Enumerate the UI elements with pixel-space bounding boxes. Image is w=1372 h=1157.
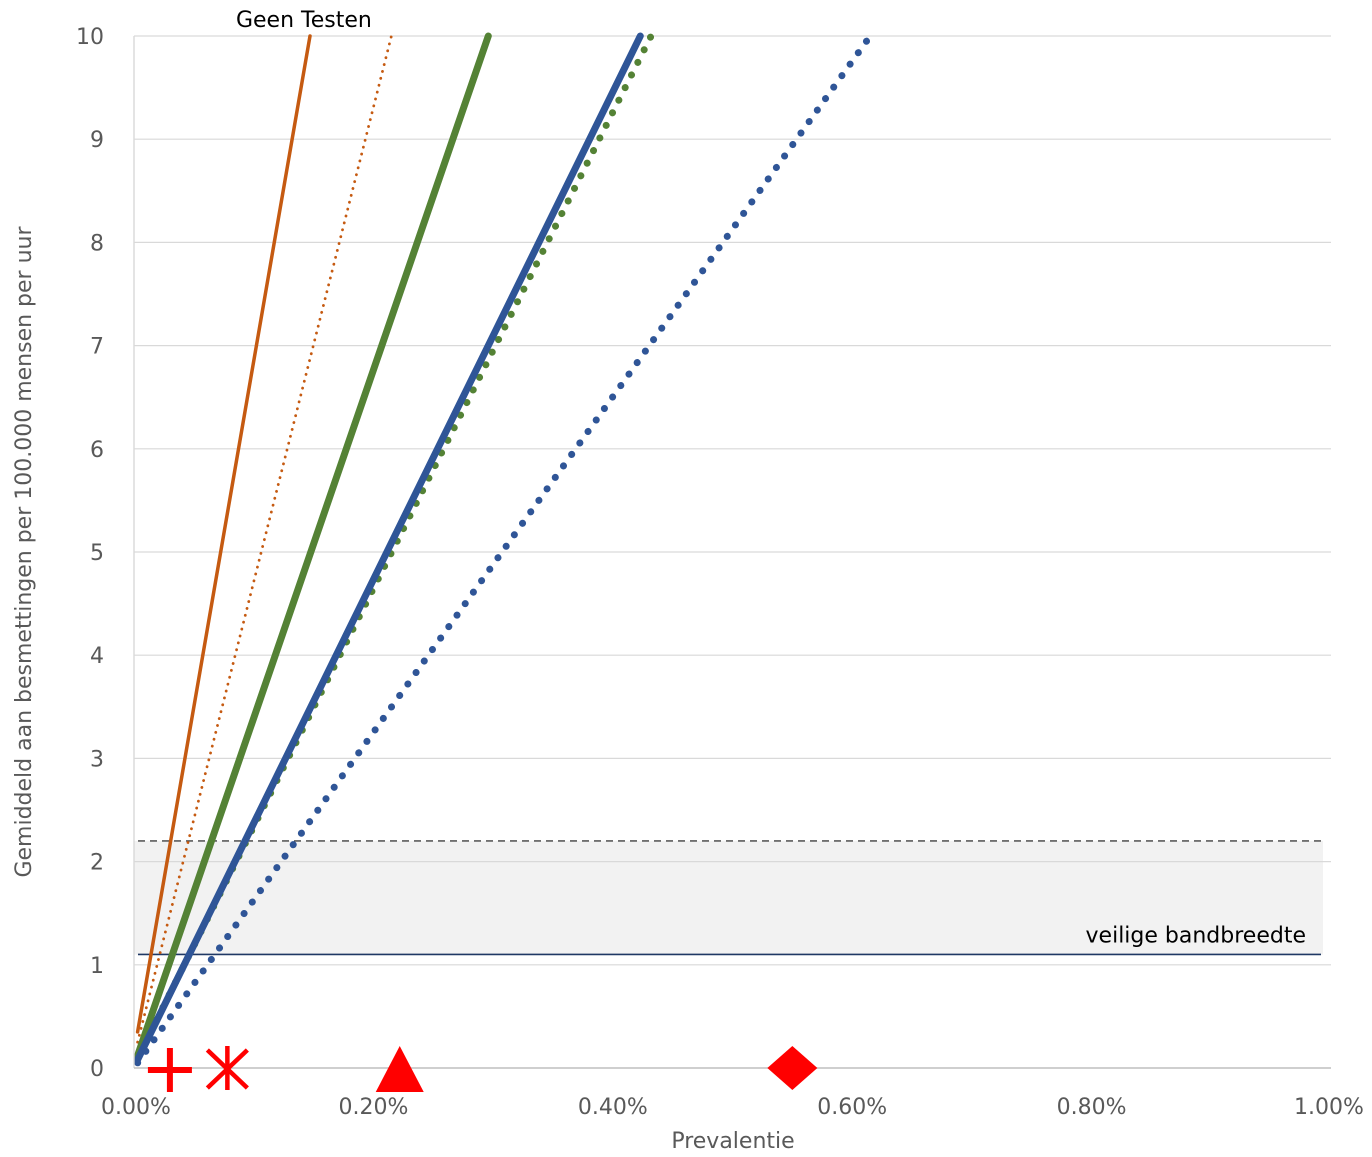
marker-asterisk bbox=[205, 1046, 249, 1090]
x-tick-label-2: 0.40% bbox=[578, 1095, 648, 1120]
y-tick-label-7: 7 bbox=[90, 335, 104, 360]
y-tick-label-6: 6 bbox=[90, 438, 104, 463]
y-tick-label-0: 0 bbox=[90, 1057, 104, 1082]
x-axis-title: Prevalentie bbox=[671, 1129, 794, 1152]
series-line-4 bbox=[134, 32, 644, 1064]
series-line-5 bbox=[134, 32, 874, 1067]
y-tick-label-5: 5 bbox=[90, 541, 104, 566]
x-tick-label-4: 0.80% bbox=[1057, 1095, 1127, 1120]
x-tick-label-1: 0.20% bbox=[338, 1095, 408, 1120]
tick-labels: 0 1 2 3 4 5 6 7 8 9 10 0.00% 0.20% 0.40% 0.60% 0.80% 1.0… bbox=[76, 25, 1364, 1120]
marker-diamond bbox=[767, 1046, 818, 1090]
annotation-geen-testen: Geen Testen bbox=[236, 8, 372, 33]
marker-plus bbox=[147, 1048, 192, 1092]
y-tick-label-4: 4 bbox=[90, 644, 104, 669]
y-axis-title: Gemiddeld aan besmettingen per 100.000 m… bbox=[12, 226, 37, 878]
series-line-0 bbox=[135, 34, 312, 1034]
marker-layer bbox=[147, 1046, 818, 1092]
y-tick-label-3: 3 bbox=[90, 747, 104, 772]
gridlines bbox=[134, 35, 1331, 966]
x-tick-label-0: 0.00% bbox=[101, 1095, 171, 1120]
y-tick-label-8: 8 bbox=[90, 231, 104, 256]
annotation-veilige-bandbreedte: veilige bandbreedte bbox=[1086, 923, 1306, 948]
band-layer bbox=[134, 840, 1323, 956]
y-tick-label-9: 9 bbox=[90, 128, 104, 153]
x-tick-label-5: 1.00% bbox=[1294, 1095, 1364, 1120]
annotation-layer: Geen Testen veilige bandbreedte bbox=[236, 8, 1306, 948]
x-tick-label-3: 0.60% bbox=[817, 1095, 887, 1120]
y-tick-label-1: 1 bbox=[90, 954, 104, 979]
series-line-2 bbox=[134, 32, 492, 1060]
series-layer bbox=[134, 32, 874, 1067]
y-tick-label-2: 2 bbox=[90, 851, 104, 876]
safe-band-area bbox=[134, 840, 1323, 955]
y-tick-label-10: 10 bbox=[76, 25, 104, 50]
marker-triangle bbox=[375, 1046, 424, 1092]
series-line-1 bbox=[136, 34, 393, 1044]
axes bbox=[133, 36, 1331, 1069]
